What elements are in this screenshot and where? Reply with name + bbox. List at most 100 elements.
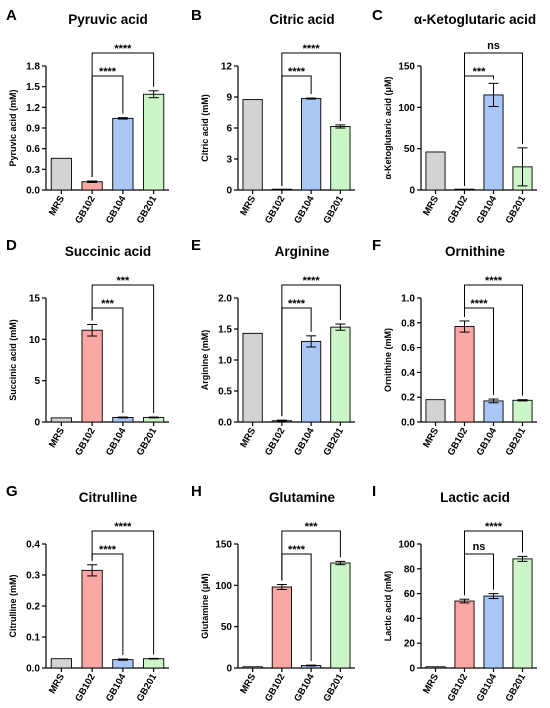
bar-mrs <box>425 399 446 423</box>
y-tick-label: 100 <box>398 540 415 551</box>
significance-label: **** <box>485 521 503 533</box>
y-tick-label: 0 <box>409 664 415 675</box>
category-label: MRS <box>421 194 441 218</box>
panel-letter: D <box>6 237 17 254</box>
category-label: GB102 <box>263 426 288 458</box>
panel-letter: B <box>191 7 202 24</box>
significance-bracket <box>91 52 155 178</box>
category-label: GB104 <box>475 193 500 225</box>
y-tick-label: 0 <box>226 186 232 197</box>
category-label: GB201 <box>135 193 160 225</box>
y-tick-label: 1.2 <box>26 103 40 114</box>
category-label: GB201 <box>135 671 160 703</box>
panel-i: I Lactic acid Lactic acid (mM) 0 20 40 60 80 100… <box>372 483 537 704</box>
significance-bracket <box>464 52 523 186</box>
y-tick-label: 0.6 <box>401 343 415 354</box>
y-tick-label: 1.5 <box>218 325 232 336</box>
category-label: GB104 <box>292 671 317 703</box>
y-axis-label: Glutamine (μM) <box>200 573 210 639</box>
category-label: GB104 <box>104 193 129 225</box>
bar-gb104 <box>483 400 504 423</box>
bar-gb102 <box>271 188 292 191</box>
bar-mrs <box>242 666 263 669</box>
bar-gb201 <box>143 658 165 669</box>
y-tick-label: 50 <box>221 622 233 633</box>
y-tick-label: 0.0 <box>218 418 232 429</box>
panel-d: D Succinic acid Succinic acid (mM) 0 5 10 15 MR… <box>6 237 169 458</box>
y-axis-label: Lactic acid (mM) <box>383 571 393 642</box>
category-label: GB201 <box>504 671 529 703</box>
bar-gb201 <box>330 125 351 191</box>
y-axis-label: Ornithine (mM) <box>383 328 393 392</box>
category-label: MRS <box>238 194 258 218</box>
y-axis-label: α-Ketoglutaric acid (μM) <box>383 76 393 179</box>
bar-gb102 <box>454 326 475 423</box>
y-tick-label: 2.0 <box>218 294 232 305</box>
significance-label: *** <box>473 66 487 78</box>
bar-gb104 <box>483 595 504 669</box>
bar-mrs <box>50 417 72 423</box>
panel-title: Ornithine <box>445 244 505 259</box>
category-label: GB201 <box>321 425 346 457</box>
significance-label: **** <box>485 275 503 287</box>
y-axis-label: Pyruvic acid (mM) <box>8 89 18 166</box>
panel-title: Pyruvic acid <box>68 12 148 27</box>
significance-bracket <box>464 284 523 396</box>
panel-title: Citrulline <box>79 490 138 505</box>
bar-gb201 <box>330 326 351 423</box>
significance-label: *** <box>101 298 115 310</box>
category-label: MRS <box>238 672 258 696</box>
y-axis-label: Arginine (mM) <box>200 330 210 391</box>
panel-f: F Ornithine Ornithine (mM) 0.0 0.2 0.4 0.6 0.8 1… <box>372 237 537 458</box>
y-tick-label: 1.5 <box>26 82 40 93</box>
category-label: GB102 <box>263 194 288 226</box>
y-tick-label: 0 <box>226 664 232 675</box>
category-label: MRS <box>421 672 441 696</box>
bar-gb104 <box>483 94 504 191</box>
significance-label: **** <box>99 544 117 556</box>
y-tick-label: 0.0 <box>401 418 415 429</box>
category-label: GB104 <box>475 425 500 457</box>
category-label: GB102 <box>446 194 471 226</box>
bar-gb201 <box>143 93 165 191</box>
category-label: MRS <box>47 194 67 218</box>
significance-label: **** <box>114 521 132 533</box>
category-label: GB201 <box>504 193 529 225</box>
y-tick-label: 150 <box>215 540 232 551</box>
significance-bracket <box>281 530 341 581</box>
y-tick-label: 20 <box>404 639 416 650</box>
panel-title: Arginine <box>275 244 330 259</box>
panel-letter: E <box>191 237 201 254</box>
y-tick-label: 3 <box>226 155 232 166</box>
category-label: GB201 <box>135 425 160 457</box>
panel-e: E Arginine Arginine (mM) 0.0 0.5 1.0 1.5 2.0 MRS… <box>191 237 355 458</box>
y-tick-label: 5 <box>34 376 40 387</box>
y-tick-label: 1.0 <box>218 356 232 367</box>
significance-bracket <box>281 52 341 186</box>
panel-a: A Pyruvic acid Pyruvic acid (mM) 0.0 0.3 0.6 0… <box>6 7 169 226</box>
category-label: MRS <box>47 426 67 450</box>
y-tick-label: 0.6 <box>26 144 40 155</box>
category-label: GB102 <box>446 426 471 458</box>
bar-gb104 <box>301 340 322 423</box>
y-tick-label: 9 <box>226 93 232 104</box>
significance-label: **** <box>288 298 306 310</box>
significance-bracket <box>464 530 523 596</box>
significance-label: ns <box>473 541 486 553</box>
panel-title: Succinic acid <box>65 244 151 259</box>
bar-mrs <box>50 157 72 191</box>
y-tick-label: 100 <box>398 103 415 114</box>
bar-gb102 <box>454 188 475 191</box>
y-tick-label: 0.8 <box>401 318 415 329</box>
panel-title: Citric acid <box>269 12 334 27</box>
y-tick-label: 100 <box>215 581 232 592</box>
category-label: MRS <box>47 672 67 696</box>
significance-label: **** <box>303 43 321 55</box>
category-label: GB104 <box>475 671 500 703</box>
bar-gb201 <box>512 558 533 669</box>
y-tick-label: 1.8 <box>26 62 40 73</box>
panel-g: G Citrulline Citrulline (mM) 0.0 0.1 0.2 0.3 0.… <box>6 483 169 704</box>
